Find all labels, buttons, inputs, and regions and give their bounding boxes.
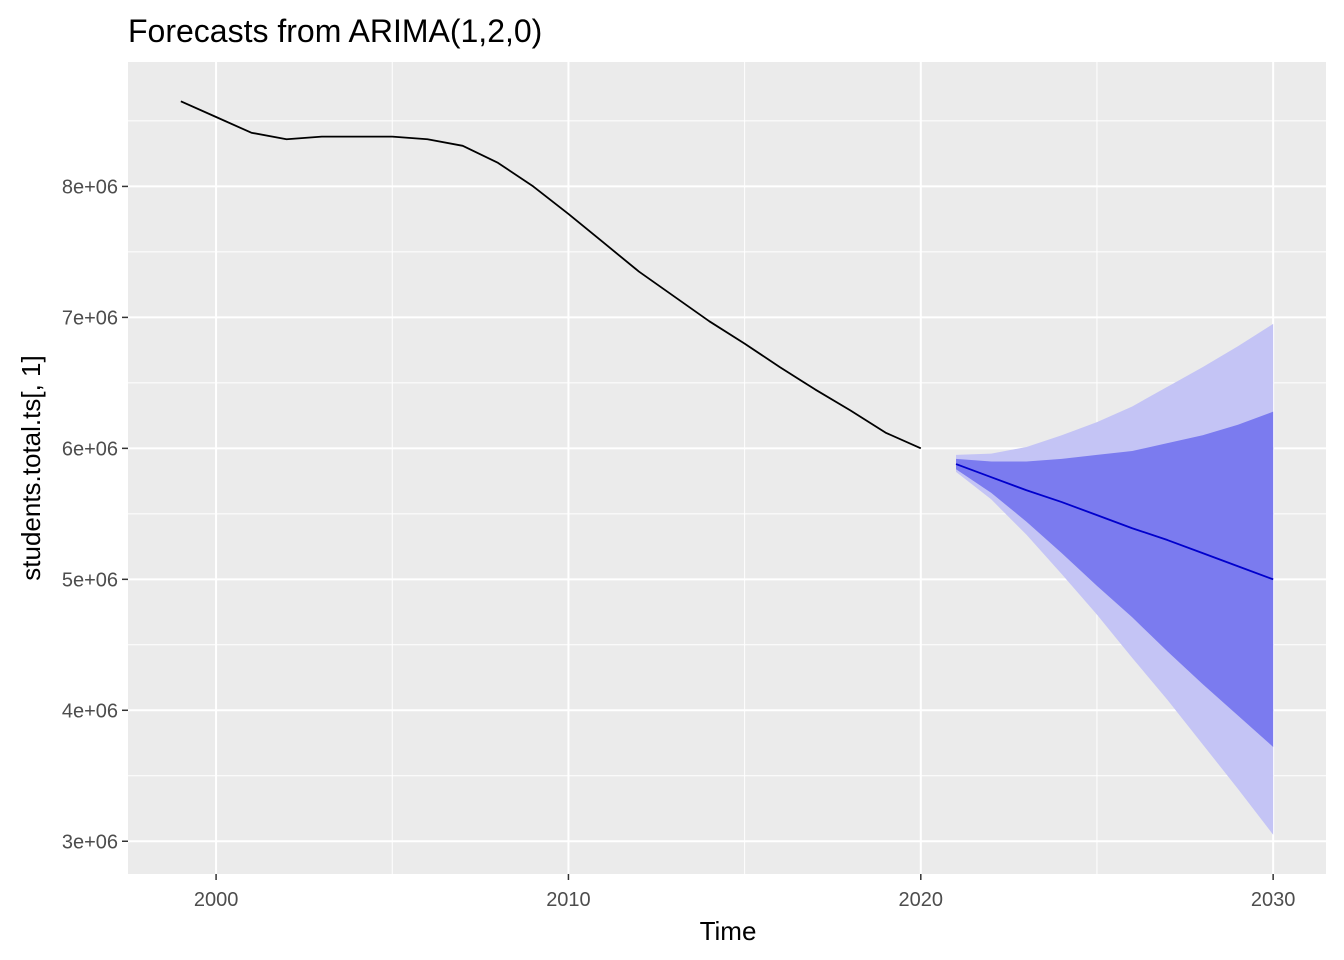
x-tick-label-1: 2010: [546, 889, 591, 911]
series-lines: [180, 100, 1274, 581]
y-tick-label-2: 5e+06: [62, 569, 118, 591]
y-tick-label-4: 7e+06: [62, 307, 118, 329]
x-tick-label-2: 2020: [899, 889, 944, 911]
x-tick-label-0: 2000: [194, 889, 239, 911]
y-tick-label-3: 6e+06: [62, 438, 118, 460]
chart-title: Forecasts from ARIMA(1,2,0): [128, 13, 542, 49]
y-axis-title: students.total.ts[, 1]: [16, 355, 46, 580]
minor-gridlines: [128, 62, 1326, 874]
x-axis-title: Time: [700, 916, 757, 946]
axis-ticks: [122, 185, 1274, 880]
prediction-intervals: [956, 323, 1274, 835]
band-80-percent: [956, 411, 1274, 747]
observed-line: [180, 100, 922, 450]
y-tick-label-5: 8e+06: [62, 176, 118, 198]
y-tick-label-0: 3e+06: [62, 831, 118, 853]
x-tick-label-3: 2030: [1251, 889, 1296, 911]
y-tick-label-1: 4e+06: [62, 700, 118, 722]
forecast-line: [955, 463, 1274, 581]
tick-labels: 2000 2010 2020 2030 3e+06 4e+06 5e+06 6e+06 7e+0…: [62, 176, 1296, 911]
